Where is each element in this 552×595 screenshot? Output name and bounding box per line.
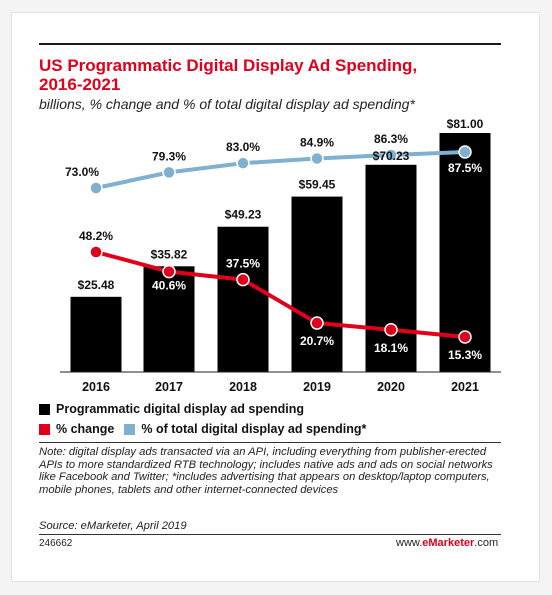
- point-pct-change-2021: [459, 331, 471, 343]
- bar-2016: [71, 297, 122, 372]
- brand-link[interactable]: www.eMarketer.com: [396, 537, 498, 549]
- point-label-pct-change-2021: 15.3%: [448, 348, 482, 362]
- point-label-pct-change-2017: 40.6%: [152, 279, 186, 293]
- point-pct-change-2016: [90, 246, 102, 258]
- point-label-pct-change-2020: 18.1%: [374, 341, 408, 355]
- point-label-pct-change-2019: 20.7%: [300, 334, 334, 348]
- chart-source: Source: eMarketer, April 2019: [39, 520, 187, 532]
- bar-label-2021: $81.00: [447, 117, 484, 131]
- point-pct-change-2020: [385, 324, 397, 336]
- footer-separator: [39, 534, 501, 535]
- point-label-pct-total-2017: 79.3%: [152, 149, 186, 163]
- point-pct-total-2018: [237, 157, 249, 169]
- point-pct-total-2021: [459, 146, 471, 158]
- legend-pct-change-swatch: [39, 424, 50, 435]
- brand-prefix: www.: [396, 537, 422, 549]
- legend-bar-swatch: [39, 404, 50, 415]
- x-tick-2020: 2020: [377, 380, 405, 394]
- x-tick-2016: 2016: [82, 380, 110, 394]
- bar-2018: [218, 227, 269, 372]
- point-label-pct-total-2021: 87.5%: [448, 161, 482, 175]
- brand-suffix: .com: [474, 537, 498, 549]
- bar-label-2020: $70.23: [373, 149, 410, 163]
- legend-pct-total-label: % of total digital display ad spending*: [141, 422, 366, 436]
- chart-note: Note: digital display ads transacted via…: [39, 446, 504, 496]
- point-pct-change-2017: [163, 266, 175, 278]
- point-label-pct-total-2019: 84.9%: [300, 135, 334, 149]
- point-label-pct-total-2016: 73.0%: [65, 165, 99, 179]
- point-pct-total-2017: [163, 166, 175, 178]
- legend-bar: Programmatic digital display ad spending: [39, 402, 304, 416]
- x-tick-2017: 2017: [155, 380, 183, 394]
- point-pct-total-2019: [311, 152, 323, 164]
- brand-name: eMarketer: [422, 537, 474, 549]
- point-pct-change-2019: [311, 317, 323, 329]
- x-tick-2018: 2018: [229, 380, 257, 394]
- bar-label-2017: $35.82: [151, 247, 188, 261]
- point-label-pct-change-2016: 48.2%: [79, 229, 113, 243]
- legend-pct-total-swatch: [124, 424, 135, 435]
- point-label-pct-total-2018: 83.0%: [226, 140, 260, 154]
- bar-label-2018: $49.23: [225, 208, 262, 222]
- note-separator: [39, 442, 501, 443]
- x-tick-2021: 2021: [451, 380, 479, 394]
- point-pct-change-2018: [237, 274, 249, 286]
- x-tick-2019: 2019: [303, 380, 331, 394]
- point-pct-total-2016: [90, 182, 102, 194]
- point-label-pct-change-2018: 37.5%: [226, 257, 260, 271]
- point-label-pct-total-2020: 86.3%: [374, 132, 408, 146]
- legend-lines: % change % of total digital display ad s…: [39, 422, 366, 436]
- chart-id: 246662: [39, 538, 72, 549]
- legend-bar-label: Programmatic digital display ad spending: [56, 402, 304, 416]
- bar-label-2016: $25.48: [78, 278, 115, 292]
- chart-plot: $25.48 $35.82 $49.23 $59.45 $70.23 $81.00 48.2…: [0, 0, 552, 400]
- legend-pct-change-label: % change: [56, 422, 114, 436]
- bar-label-2019: $59.45: [299, 178, 336, 192]
